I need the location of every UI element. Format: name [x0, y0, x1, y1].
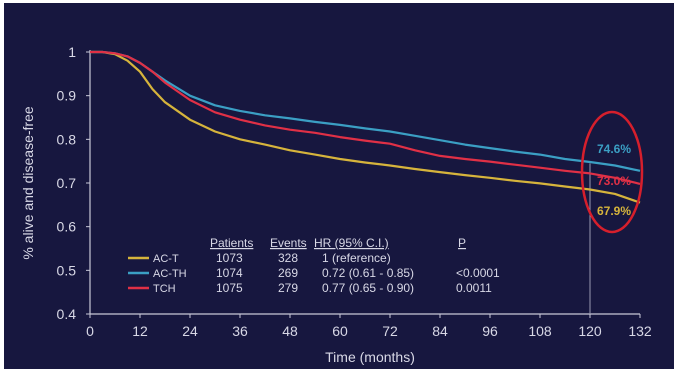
x-tick-label: 72 [382, 323, 398, 339]
x-tick-label: 36 [232, 323, 248, 339]
table-cell-hr: 0.72 (0.61 - 0.85) [322, 266, 414, 280]
y-axis-label: % alive and disease-free [20, 106, 36, 260]
legend-series-name: AC-T [153, 253, 179, 265]
end-value-label: 73.0% [597, 174, 631, 188]
legend-table: Patients Events HR (95% C.I.) P AC-T 1073 328 1… [128, 236, 500, 295]
end-labels: 74.6% 73.0% 67.9% [597, 142, 631, 218]
end-value-label: 67.9% [597, 204, 631, 218]
y-tick-label: 0.7 [57, 175, 77, 191]
table-cell-hr: 1 (reference) [322, 251, 391, 265]
x-tick-label: 0 [86, 323, 94, 339]
end-value-label: 74.6% [597, 142, 631, 156]
table-cell-events: 328 [278, 251, 298, 265]
table-header: P [458, 236, 466, 250]
highlight-group [580, 110, 644, 234]
y-tick-label: 0.6 [57, 219, 77, 235]
legend-series-name: AC-TH [153, 268, 187, 280]
y-tick-label: 0.9 [57, 88, 77, 104]
table-cell-patients: 1074 [216, 266, 243, 280]
table-cell-hr: 0.77 (0.65 - 0.90) [322, 281, 414, 295]
x-axis-label: Time (months) [325, 349, 415, 365]
tick-labels: 0 12 24 36 48 60 72 84 96 108 120 132 0.4 0.5 0.6 0.7 0.… [57, 44, 652, 339]
x-tick-label: 24 [182, 323, 198, 339]
legend-series-name: TCH [153, 283, 176, 295]
x-tick-label: 108 [528, 323, 552, 339]
x-tick-label: 120 [578, 323, 602, 339]
series-line-tch [90, 50, 641, 185]
table-cell-patients: 1075 [216, 281, 243, 295]
x-tick-label: 60 [332, 323, 348, 339]
x-tick-label: 132 [628, 323, 652, 339]
table-cell-events: 269 [278, 266, 298, 280]
x-tick-label: 12 [132, 323, 148, 339]
x-tick-label: 84 [432, 323, 448, 339]
y-tick-label: 0.4 [57, 306, 77, 322]
table-cell-patients: 1073 [216, 251, 243, 265]
y-tick-label: 1 [68, 44, 76, 60]
series-lines [90, 50, 641, 204]
x-tick-label: 96 [482, 323, 498, 339]
table-cell-events: 279 [278, 281, 298, 295]
table-header: Events [270, 236, 307, 250]
y-tick-label: 0.5 [57, 262, 77, 278]
y-tick-label: 0.8 [57, 131, 77, 147]
highlight-ellipse [580, 110, 644, 234]
x-tick-label: 48 [282, 323, 298, 339]
table-cell-p: 0.0011 [456, 281, 492, 295]
series-line-ac-t [90, 50, 641, 204]
table-header: Patients [210, 236, 253, 250]
table-header: HR (95% C.I.) [314, 236, 389, 250]
table-cell-p: <0.0001 [456, 266, 500, 280]
